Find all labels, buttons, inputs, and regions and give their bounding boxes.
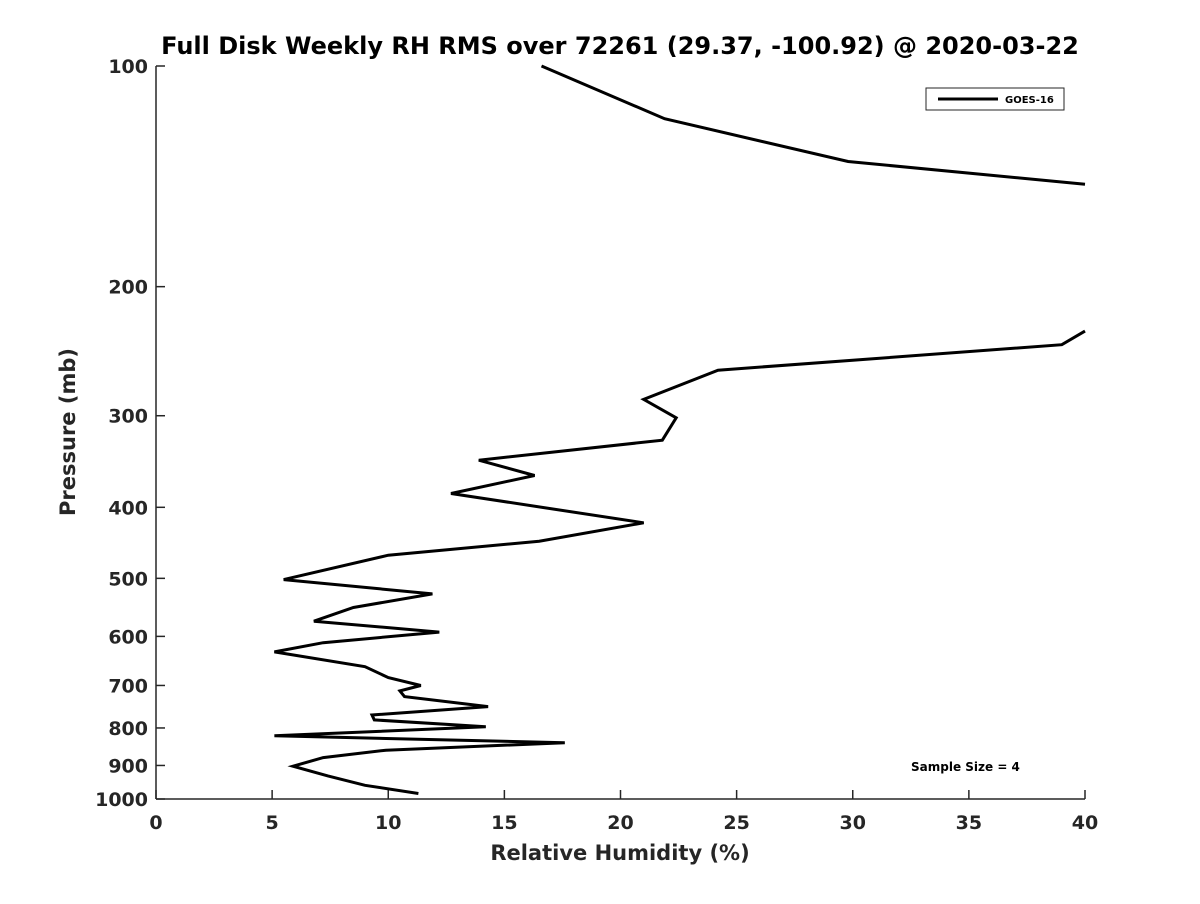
x-tick-label: 30 — [840, 812, 866, 834]
x-tick-label: 25 — [723, 812, 749, 834]
chart-title: Full Disk Weekly RH RMS over 72261 (29.3… — [161, 32, 1079, 60]
x-ticks: 0 5 10 15 20 25 30 35 40 — [149, 790, 1098, 834]
y-tick-label: 1000 — [95, 789, 148, 811]
x-tick-label: 5 — [266, 812, 279, 834]
x-tick-label: 40 — [1072, 812, 1098, 834]
legend-label-goes-16: GOES-16 — [1005, 95, 1054, 106]
x-tick-label: 10 — [375, 812, 401, 834]
x-tick-label: 15 — [491, 812, 517, 834]
series-layer — [274, 64, 1086, 795]
series-line-goes-16 — [274, 329, 1086, 795]
y-tick-label: 400 — [108, 497, 148, 519]
series-line-goes-16 — [540, 64, 1086, 186]
y-tick-label: 700 — [108, 675, 148, 697]
y-tick-label: 500 — [108, 568, 148, 590]
sample-size-annotation: Sample Size = 4 — [911, 760, 1020, 774]
y-tick-label: 800 — [108, 718, 148, 740]
x-tick-label: 20 — [607, 812, 633, 834]
y-tick-label: 600 — [108, 626, 148, 648]
x-tick-label: 0 — [149, 812, 162, 834]
plot-area — [155, 66, 1085, 800]
x-tick-label: 35 — [956, 812, 982, 834]
y-tick-label: 900 — [108, 755, 148, 777]
legend: GOES-16 — [925, 87, 1065, 111]
y-tick-label: 300 — [108, 406, 148, 428]
x-axis-label: Relative Humidity (%) — [490, 841, 749, 865]
y-ticks: 100 200 300 400 500 600 700 800 900 1000 — [95, 56, 165, 811]
y-axis-label: Pressure (mb) — [56, 348, 80, 516]
y-tick-label: 200 — [108, 277, 148, 299]
y-tick-label: 100 — [108, 56, 148, 78]
